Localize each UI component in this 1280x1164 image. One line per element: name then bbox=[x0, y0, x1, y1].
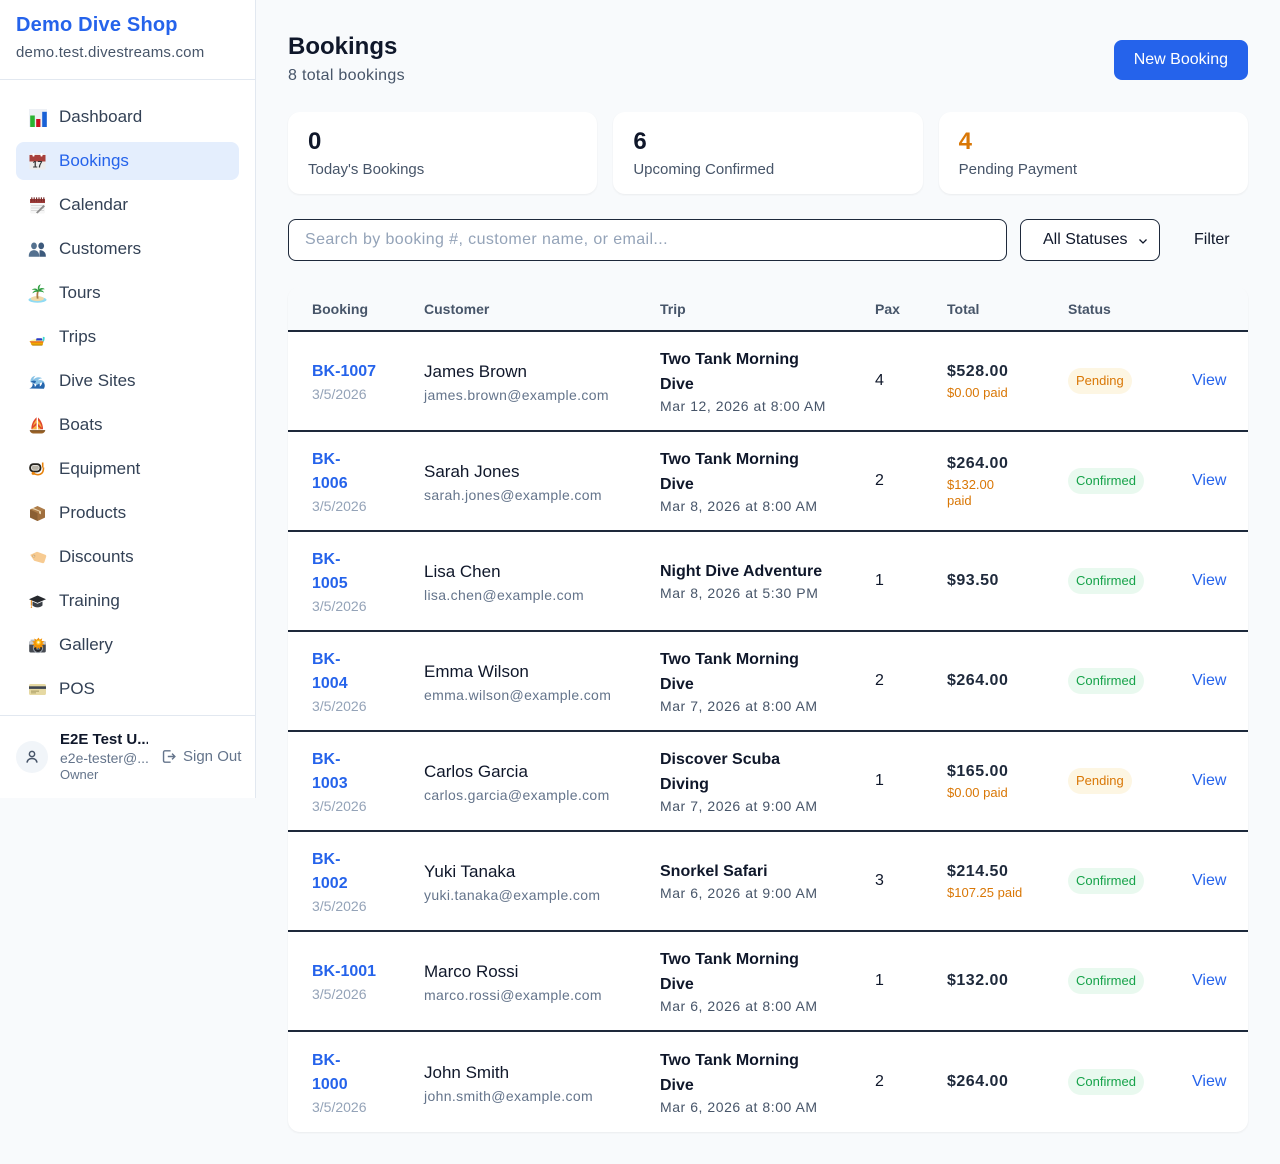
svg-text:17: 17 bbox=[32, 159, 42, 169]
